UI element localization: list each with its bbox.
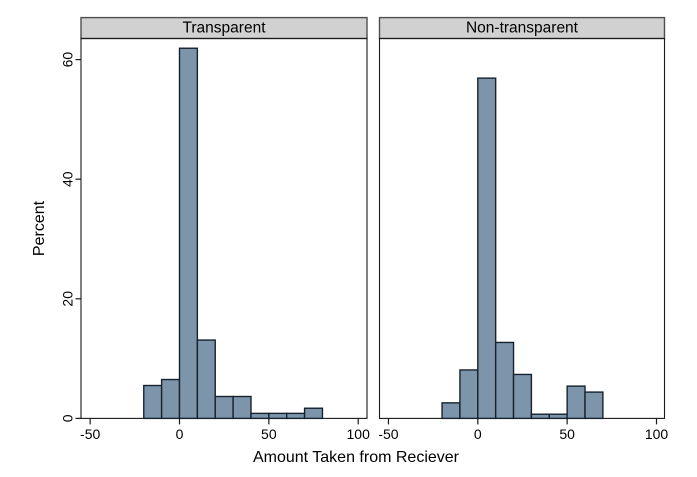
svg-text:Amount Taken from Reciever: Amount Taken from Reciever <box>253 449 460 466</box>
svg-text:20: 20 <box>60 291 76 307</box>
svg-text:Percent: Percent <box>31 200 48 256</box>
svg-text:100: 100 <box>645 426 669 442</box>
svg-text:50: 50 <box>261 426 277 442</box>
svg-text:0: 0 <box>60 414 76 422</box>
svg-text:Transparent: Transparent <box>183 20 267 37</box>
svg-text:50: 50 <box>559 426 575 442</box>
svg-text:0: 0 <box>176 426 184 442</box>
svg-text:0: 0 <box>474 426 482 442</box>
svg-text:40: 40 <box>60 171 76 187</box>
svg-text:Non-transparent: Non-transparent <box>466 20 579 37</box>
svg-text:100: 100 <box>347 426 371 442</box>
svg-text:-50: -50 <box>378 426 398 442</box>
svg-text:-50: -50 <box>80 426 100 442</box>
svg-text:60: 60 <box>60 52 76 68</box>
